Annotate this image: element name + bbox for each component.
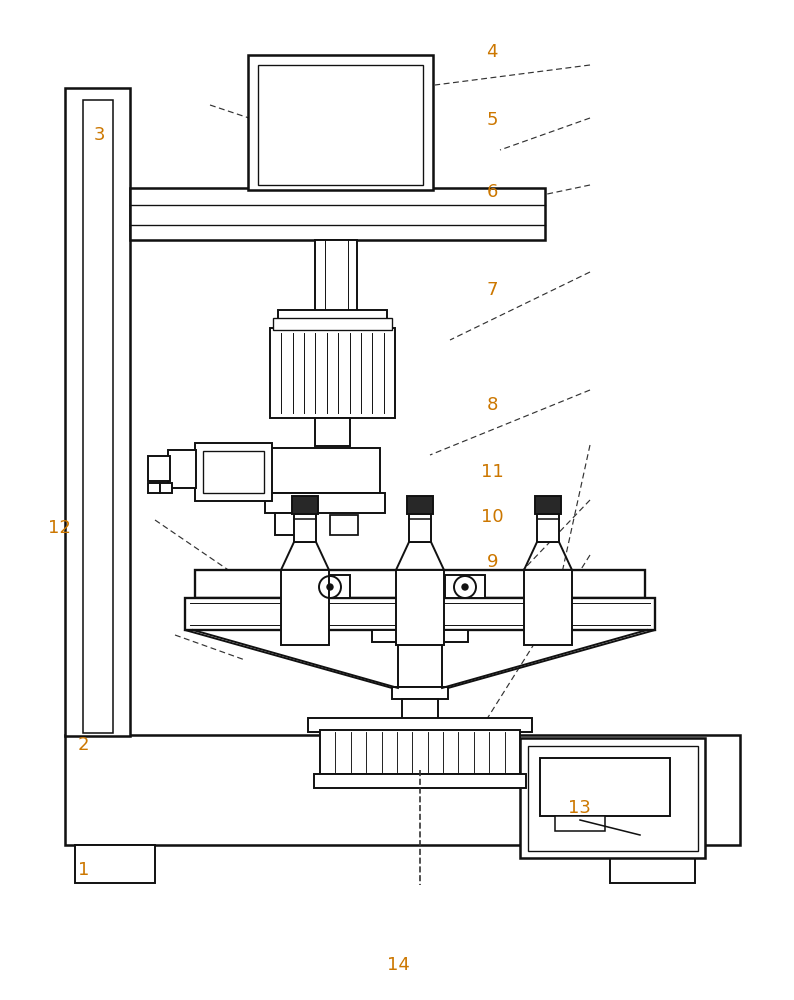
Bar bbox=[65, 88, 130, 736]
Text: 1: 1 bbox=[78, 861, 89, 879]
Text: 11: 11 bbox=[481, 463, 503, 481]
Bar bbox=[524, 570, 572, 645]
Bar bbox=[555, 816, 605, 831]
Bar bbox=[409, 514, 431, 542]
Bar bbox=[265, 493, 385, 513]
Bar bbox=[308, 718, 532, 732]
Bar bbox=[294, 514, 316, 542]
Bar bbox=[258, 65, 423, 185]
Text: 5: 5 bbox=[487, 111, 498, 129]
Text: 8: 8 bbox=[487, 396, 498, 414]
Bar bbox=[402, 699, 438, 729]
Bar bbox=[537, 514, 559, 542]
Bar bbox=[203, 451, 264, 493]
Bar bbox=[310, 575, 350, 598]
Circle shape bbox=[462, 584, 468, 590]
Bar bbox=[407, 496, 433, 514]
Text: 12: 12 bbox=[48, 519, 71, 537]
Text: 10: 10 bbox=[481, 508, 503, 526]
Text: 4: 4 bbox=[487, 43, 498, 61]
Bar bbox=[273, 318, 392, 330]
Bar bbox=[520, 738, 705, 858]
Bar bbox=[195, 570, 645, 598]
Bar bbox=[315, 240, 357, 315]
Bar bbox=[278, 310, 387, 330]
Bar bbox=[168, 450, 196, 488]
Bar bbox=[185, 598, 655, 630]
Bar bbox=[528, 746, 698, 851]
Bar bbox=[315, 418, 350, 446]
Text: 6: 6 bbox=[487, 183, 498, 201]
Bar bbox=[398, 642, 442, 687]
Bar bbox=[195, 443, 272, 501]
Bar bbox=[281, 570, 329, 645]
Bar bbox=[248, 55, 433, 190]
Bar bbox=[130, 188, 545, 240]
Bar bbox=[160, 483, 172, 493]
Bar bbox=[396, 570, 444, 645]
Text: 3: 3 bbox=[94, 126, 105, 144]
Bar bbox=[65, 735, 740, 845]
Bar bbox=[314, 774, 526, 788]
Bar bbox=[275, 513, 303, 535]
Bar bbox=[610, 845, 695, 883]
Bar bbox=[445, 575, 485, 598]
Bar bbox=[535, 496, 561, 514]
Bar bbox=[148, 456, 170, 481]
Bar bbox=[75, 845, 155, 883]
Text: 9: 9 bbox=[487, 553, 498, 571]
Bar bbox=[540, 758, 670, 816]
Text: 7: 7 bbox=[487, 281, 498, 299]
Text: 14: 14 bbox=[387, 956, 410, 974]
Bar bbox=[320, 730, 520, 774]
Bar bbox=[148, 483, 160, 493]
Text: 13: 13 bbox=[569, 799, 591, 817]
Bar bbox=[330, 515, 358, 535]
Bar bbox=[83, 100, 113, 733]
Bar bbox=[270, 328, 395, 418]
Text: 2: 2 bbox=[78, 736, 89, 754]
Bar bbox=[292, 496, 318, 514]
Bar bbox=[372, 630, 468, 642]
Bar bbox=[392, 687, 448, 699]
Bar bbox=[270, 448, 380, 493]
Circle shape bbox=[327, 584, 333, 590]
